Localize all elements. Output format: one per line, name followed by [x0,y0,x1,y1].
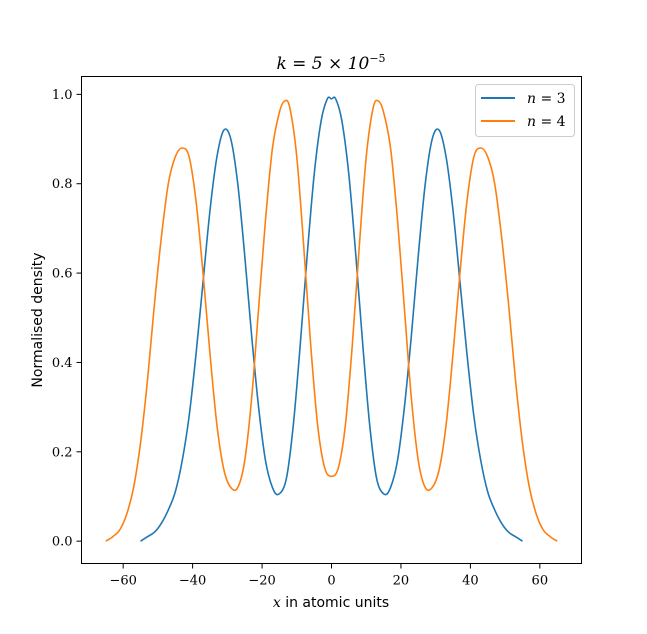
plot-frame [81,76,582,564]
series-line-n3 [140,96,523,542]
x-axis: −60 −40 −20 0 20 40 60 [109,563,549,589]
chart-title-text: k = 5 × 10 [276,54,369,74]
x-axis-label: x in atomic units [273,595,389,611]
x-axis-label-var: x [273,595,281,611]
y-tick-label: 0.2 [52,445,73,460]
y-tick-label: 0.6 [52,267,73,282]
x-tick-label: −60 [109,574,136,589]
legend-label-n4: n = 4 [527,114,566,130]
y-axis: 0.0 0.2 0.4 0.6 0.8 1.0 [52,88,82,550]
legend: n = 3 n = 4 [475,84,575,137]
y-tick-label: 0.8 [52,177,73,192]
y-tick-label: 0.4 [52,356,73,371]
x-tick-label: 0 [327,574,335,589]
x-axis-label-text: in atomic units [281,595,389,611]
chart-title: k = 5 × 10−5 [276,52,385,74]
series-line-n4 [105,99,558,542]
chart-title-exponent: −5 [369,52,385,65]
y-tick-label: 0.0 [52,535,73,550]
x-tick-label: 40 [462,574,479,589]
x-tick-label: 60 [532,574,549,589]
series-lines [105,96,558,542]
y-axis-label: Normalised density [30,252,46,387]
x-tick-label: −20 [248,574,275,589]
legend-label-n3: n = 3 [527,91,566,107]
y-tick-label: 1.0 [52,88,73,103]
x-tick-label: 20 [393,574,410,589]
x-tick-label: −40 [179,574,206,589]
